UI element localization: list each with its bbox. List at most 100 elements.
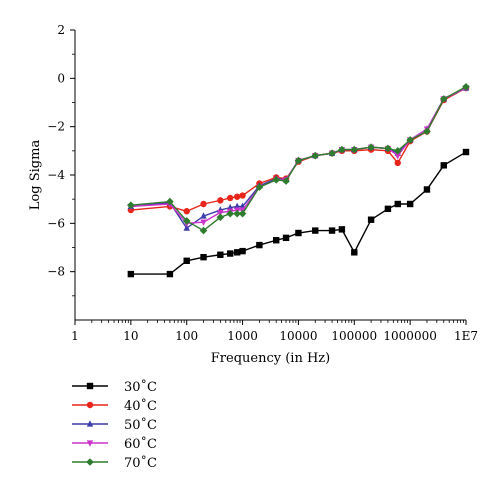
- legend-item: 40˚C: [72, 398, 157, 414]
- data-point: [166, 197, 174, 206]
- data-point: [238, 209, 247, 218]
- legend-marker: [86, 382, 94, 390]
- data-point: [217, 251, 224, 258]
- legend-label: 60˚C: [124, 436, 157, 452]
- series-4: [127, 85, 470, 228]
- y-tick-label: −4: [47, 168, 65, 182]
- data-point: [328, 149, 336, 158]
- data-point: [384, 205, 392, 213]
- data-point: [233, 249, 241, 256]
- legend-item: 60˚C: [72, 436, 157, 452]
- data-point: [239, 247, 246, 255]
- data-point: [282, 177, 290, 185]
- axes: 1 10 100 1000 10000 100000 1000000 1E7 2 0 −2 −4 −6 −…: [28, 23, 478, 366]
- legend-marker: [86, 440, 94, 447]
- legend: 30˚C 40˚C 50˚C 60˚C 70˚C: [72, 379, 157, 471]
- series-line: [130, 87, 467, 225]
- data-point: [439, 95, 448, 103]
- data-point: [255, 183, 264, 191]
- legend-marker: [86, 458, 94, 466]
- data-point: [406, 136, 414, 144]
- legend-marker: [86, 420, 94, 427]
- x-tick-label: 1000: [227, 329, 258, 343]
- x-axis-title: Frequency (in Hz): [211, 351, 330, 366]
- data-point: [462, 82, 470, 91]
- data-point: [328, 227, 336, 234]
- data-point: [200, 219, 207, 226]
- data-point: [200, 253, 207, 261]
- series-line: [130, 87, 467, 212]
- y-axis-title: Log Sigma: [28, 140, 43, 211]
- data-point: [182, 217, 191, 225]
- data-point: [183, 208, 190, 215]
- data-point: [394, 159, 401, 167]
- y-tick-label: −6: [47, 216, 65, 230]
- data-point: [183, 257, 190, 264]
- y-tick-label: 2: [57, 23, 65, 37]
- series-1: [127, 148, 470, 278]
- series-layer: [127, 82, 470, 278]
- data-point: [226, 250, 234, 257]
- x-tick-label: 10000: [279, 329, 317, 343]
- data-point: [226, 194, 234, 202]
- data-point: [127, 270, 135, 278]
- x-tick-label: 100000: [331, 329, 377, 343]
- data-point: [350, 145, 359, 154]
- x-tick-label: 1000000: [383, 329, 436, 343]
- data-point: [393, 147, 402, 155]
- data-point: [406, 200, 414, 208]
- data-point: [423, 127, 431, 136]
- series-5: [127, 82, 470, 235]
- data-point: [423, 186, 431, 193]
- data-point: [239, 192, 246, 199]
- x-tick-label: 10: [123, 329, 138, 343]
- data-point: [217, 209, 224, 217]
- data-point: [226, 209, 234, 218]
- data-point: [394, 200, 401, 208]
- data-point: [217, 197, 224, 204]
- data-point: [384, 144, 392, 153]
- data-point: [233, 202, 241, 210]
- data-point: [166, 270, 174, 278]
- y-tick-label: −8: [47, 265, 65, 279]
- legend-label: 30˚C: [124, 379, 157, 395]
- legend-label: 50˚C: [124, 417, 157, 433]
- data-point: [256, 241, 263, 249]
- data-point: [273, 237, 280, 244]
- data-point: [351, 249, 358, 256]
- data-point: [312, 227, 319, 234]
- x-tick-label: 100: [175, 329, 198, 343]
- data-point: [200, 200, 207, 208]
- data-point: [294, 156, 303, 165]
- series-2: [127, 84, 470, 215]
- data-point: [233, 209, 241, 218]
- data-point: [200, 212, 207, 219]
- y-tick-label: −2: [47, 120, 65, 134]
- legend-label: 40˚C: [124, 398, 157, 414]
- data-point: [338, 226, 346, 233]
- x-tick-label: 1E7: [454, 329, 478, 343]
- legend-item: 50˚C: [72, 417, 157, 433]
- data-point: [462, 148, 470, 156]
- legend-item: 30˚C: [72, 379, 157, 395]
- data-point: [394, 153, 401, 160]
- data-point: [183, 224, 190, 231]
- legend-item: 70˚C: [72, 455, 157, 471]
- data-point: [338, 145, 346, 154]
- series-line: [130, 151, 467, 275]
- legend-label: 70˚C: [124, 455, 157, 471]
- data-point: [295, 229, 302, 237]
- data-point: [282, 234, 290, 242]
- y-tick-label: 0: [57, 71, 65, 85]
- x-tick-label: 1: [71, 329, 79, 343]
- data-point: [127, 201, 135, 210]
- data-point: [272, 176, 281, 184]
- data-point: [199, 226, 208, 235]
- data-point: [226, 203, 234, 211]
- data-point: [367, 143, 375, 152]
- data-point: [216, 213, 225, 222]
- data-point: [367, 216, 375, 223]
- data-point: [311, 151, 320, 160]
- legend-marker: [86, 401, 94, 409]
